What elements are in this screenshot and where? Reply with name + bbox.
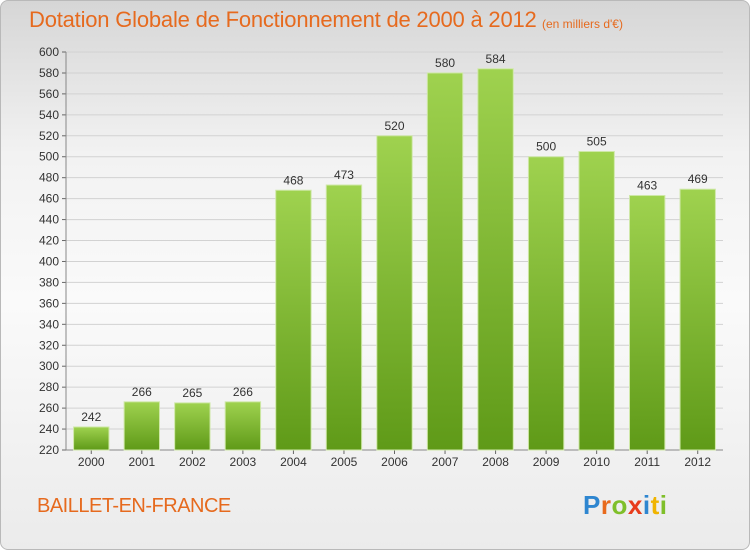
bar	[275, 189, 312, 451]
bar	[174, 402, 211, 451]
x-tick-label: 2005	[331, 455, 358, 469]
logo-letter: i	[642, 490, 651, 520]
y-tick-label: 600	[39, 45, 59, 59]
commune-name: BAILLET-EN-FRANCE	[37, 495, 231, 517]
logo-letter: P	[583, 490, 601, 520]
data-label: 468	[283, 173, 303, 187]
x-tick-label: 2003	[230, 455, 257, 469]
bars	[73, 68, 716, 451]
data-label: 505	[587, 135, 607, 149]
bar	[73, 426, 110, 451]
y-tick-label: 340	[39, 317, 59, 331]
data-label: 265	[182, 386, 202, 400]
x-tick-label: 2008	[482, 455, 509, 469]
y-tick-label: 380	[39, 275, 59, 289]
bar	[123, 401, 160, 451]
x-tick-label: 2002	[179, 455, 206, 469]
y-tick-label: 480	[39, 171, 59, 185]
bar	[325, 184, 363, 451]
data-label: 520	[384, 119, 404, 133]
x-tick-label: 2010	[583, 455, 610, 469]
x-tick-label: 2006	[381, 455, 408, 469]
y-tick-label: 220	[39, 443, 59, 457]
data-label: 266	[233, 385, 253, 399]
x-tick-label: 2004	[280, 455, 307, 469]
data-label: 580	[435, 56, 455, 70]
y-tick-label: 520	[39, 129, 59, 143]
bar	[679, 188, 716, 451]
data-label: 463	[637, 178, 657, 192]
y-tick-label: 500	[39, 150, 59, 164]
logo-letter: x	[627, 490, 643, 520]
logo-letter: i	[659, 490, 668, 520]
y-tick-label: 560	[39, 87, 59, 101]
logo-letter: r	[600, 490, 612, 520]
x-tick-label: 2001	[128, 455, 155, 469]
bar	[376, 135, 413, 451]
proxiti-logo: Proxiti	[583, 490, 667, 521]
data-label: 469	[688, 172, 708, 186]
bar	[578, 151, 615, 451]
y-tick-label: 360	[39, 296, 59, 310]
y-tick-label: 580	[39, 66, 59, 80]
data-label: 473	[334, 168, 354, 182]
data-label: 242	[81, 410, 101, 424]
y-tick-label: 460	[39, 192, 59, 206]
bar	[527, 156, 565, 451]
x-tick-label: 2012	[684, 455, 711, 469]
y-tick-label: 260	[39, 401, 59, 415]
bar	[477, 68, 514, 451]
y-tick-label: 420	[39, 234, 59, 248]
logo-letter: o	[611, 490, 628, 520]
bar	[629, 194, 666, 451]
y-tick-label: 540	[39, 108, 59, 122]
bar	[224, 401, 262, 451]
x-tick-label: 2007	[432, 455, 459, 469]
chart-title: Dotation Globale de Fonctionnement de 20…	[29, 7, 537, 32]
x-tick-label: 2000	[78, 455, 105, 469]
y-tick-label: 400	[39, 254, 59, 268]
data-label: 266	[132, 385, 152, 399]
y-tick-label: 240	[39, 422, 59, 436]
y-tick-label: 320	[39, 338, 59, 352]
data-labels: 242 266 265 266 468 473 520 580 584 500 505 463 469	[81, 52, 708, 424]
logo-letter: t	[650, 490, 660, 520]
units-label: (en milliers d'€)	[542, 17, 623, 31]
data-label: 500	[536, 140, 556, 154]
bar	[426, 72, 464, 451]
axes: 220 240 260 280 300 320 340 360 380 400 420 440 460 4…	[39, 45, 723, 469]
y-tick-label: 300	[39, 359, 59, 373]
x-tick-label: 2011	[634, 455, 660, 469]
y-tick-label: 440	[39, 213, 59, 227]
data-label: 584	[486, 52, 506, 66]
y-tick-label: 280	[39, 380, 59, 394]
x-tick-label: 2009	[533, 455, 560, 469]
